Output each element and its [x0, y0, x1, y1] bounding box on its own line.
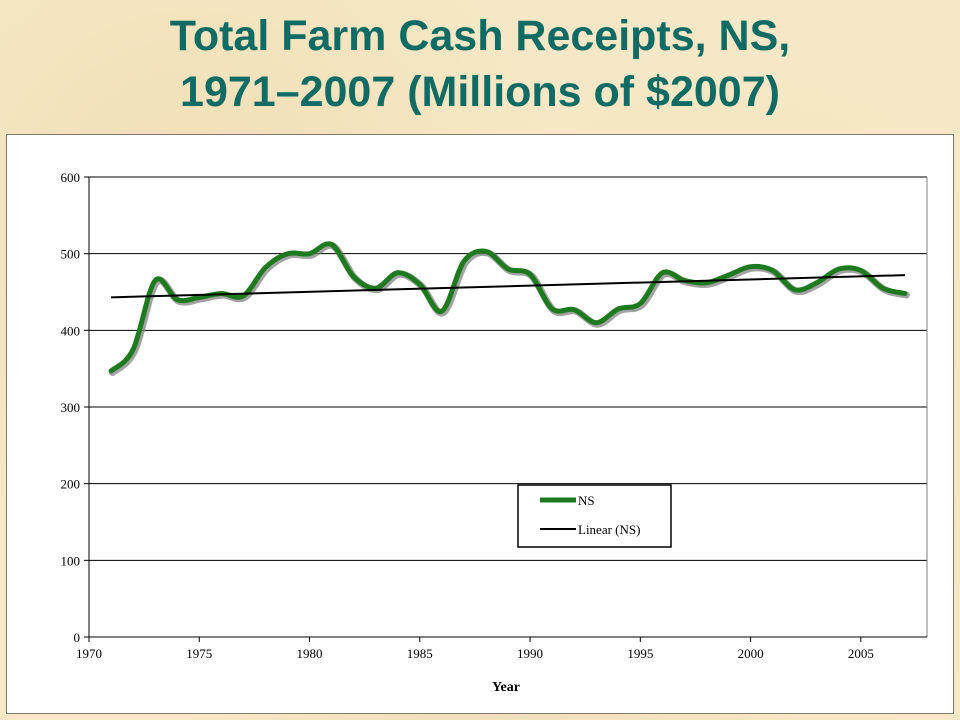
series-group: [108, 241, 910, 376]
legend-linear-label: Linear (NS): [578, 522, 640, 537]
series-ns-shadow: [109, 241, 910, 376]
series-ns-line: [108, 241, 908, 374]
slide-title: Total Farm Cash Receipts, NS, 1971–2007 …: [0, 8, 960, 120]
chart-svg: 0 100 200 300 400 500 600 1970 1975 1980 1985 1990…: [61, 170, 928, 695]
x-tick-label-1975: 1975: [186, 646, 212, 661]
x-tick-label-2005: 2005: [848, 646, 874, 661]
y-tick-label-400: 400: [61, 323, 81, 338]
slide-title-line2: 1971–2007 (Millions of $2007): [180, 68, 780, 116]
legend-box: [517, 484, 672, 548]
y-tick-label-600: 600: [61, 170, 81, 185]
x-tick-label-1990: 1990: [517, 646, 543, 661]
series-linear-ns-line: [111, 274, 905, 299]
legend-ns-label: NS: [578, 493, 595, 508]
x-tick-label-1995: 1995: [627, 646, 653, 661]
y-tick-label-200: 200: [61, 477, 81, 492]
y-tick-labels: 0 100 200 300 400 500 600: [61, 170, 89, 645]
y-tick-label-500: 500: [61, 247, 81, 262]
grid-lines: [88, 176, 928, 638]
y-tick-label-0: 0: [74, 630, 81, 645]
slide-title-line1: Total Farm Cash Receipts, NS,: [169, 12, 791, 60]
x-tick-label-1980: 1980: [297, 646, 323, 661]
x-tick-label-2000: 2000: [738, 646, 764, 661]
x-axis-label: Year: [492, 680, 520, 695]
x-tick-label-1985: 1985: [407, 646, 433, 661]
x-tick-label-1970: 1970: [76, 646, 102, 661]
chart-frame: 0 100 200 300 400 500 600 1970 1975 1980 1985 1990…: [6, 134, 954, 714]
legend: NS Linear (NS): [517, 484, 672, 548]
y-tick-label-100: 100: [61, 553, 81, 568]
x-tick-labels: 1970 1975 1980 1985 1990 1995 2000 2005: [76, 637, 874, 661]
y-tick-label-300: 300: [61, 400, 81, 415]
